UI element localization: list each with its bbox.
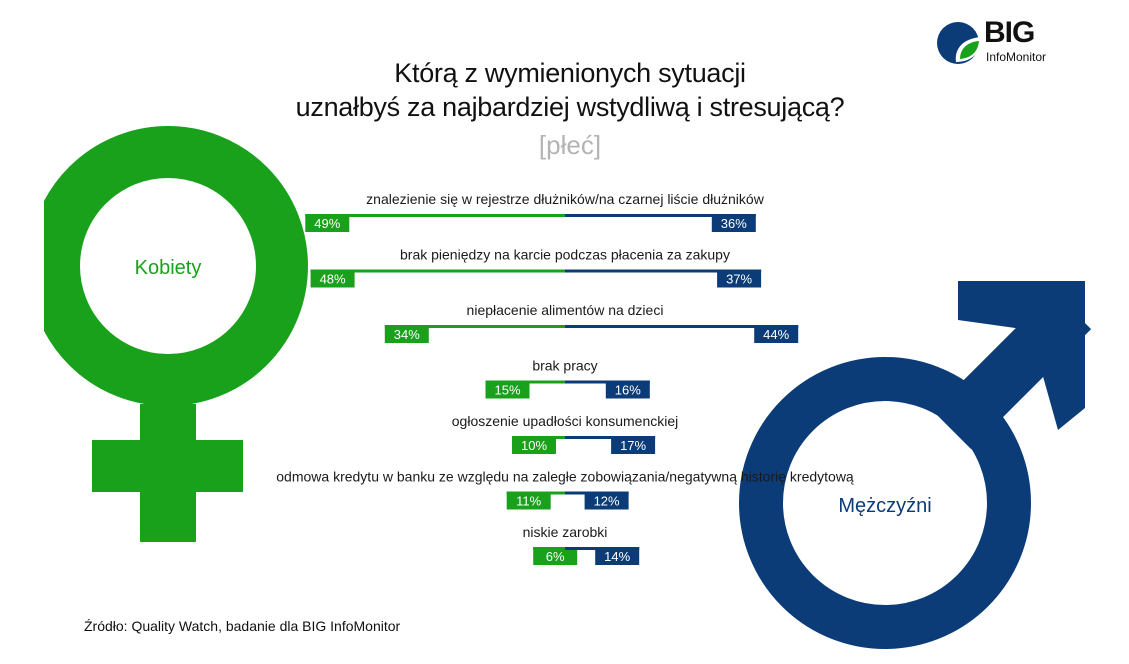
chart-title: Którą z wymienionych sytuacji uznałbyś z… [250,56,890,124]
value-box-male [754,325,799,343]
value-box-male [605,380,650,399]
big-infomonitor-logo: BIG InfoMonitor [936,16,1056,68]
bar-male [565,269,762,273]
bar-male [565,214,756,217]
value-label-female: 11% [516,494,541,509]
value-label-female: 15% [494,383,520,398]
value-box-female [533,547,578,565]
value-label-male: 17% [620,438,646,453]
value-box-female [485,380,530,399]
title-line-2: uznałbyś za najbardziej wstydliwą i stre… [295,92,845,122]
logo-mark-icon [937,22,982,64]
value-box-female [506,491,551,510]
female-symbol-icon [44,126,308,542]
bar-female [384,325,565,328]
category-label: ogłoszenie upadłości konsumenckiej [452,413,678,429]
value-label-male: 12% [594,494,620,509]
category-label: znalezienie się w rejestrze dłużników/na… [366,191,765,207]
value-label-female: 34% [394,327,420,342]
chart-subtitle: [płeć] [538,130,602,160]
value-box-male [717,269,762,288]
value-box-female [305,214,350,232]
value-label-male: 14% [604,549,630,564]
value-box-female [384,325,429,343]
value-box-male [595,547,640,565]
category-label: niepłacenie alimentów na dzieci [467,302,664,318]
category-label: brak pieniędzy na karcie podczas płaceni… [400,247,730,263]
value-label-female: 49% [314,216,340,231]
value-label-male: 16% [615,383,641,398]
value-label-female: 6% [546,549,565,564]
title-line-1: Którą z wymienionych sytuacji [394,58,746,88]
bar-female [305,214,565,217]
value-box-male [584,491,629,510]
male-symbol-icon [739,281,1092,649]
category-label: brak pracy [532,358,597,374]
bar-female [310,269,565,273]
value-box-female [512,436,556,454]
legend-label-mezczyzni: Mężczyźni [838,495,931,517]
value-box-female [310,269,355,288]
value-label-male: 37% [726,272,752,287]
value-label-male: 44% [763,327,789,342]
bar-male [565,325,799,328]
value-label-male: 36% [721,216,747,231]
logo-text-big: BIG [984,16,1035,49]
source-note: Źródło: Quality Watch, badanie dla BIG I… [84,618,401,634]
value-label-female: 48% [320,272,346,287]
value-box-male [711,214,756,232]
category-label: niskie zarobki [523,524,608,540]
bar-male [565,436,656,439]
value-box-male [611,436,656,454]
logo-text-sub: InfoMonitor [986,50,1047,64]
value-label-female: 10% [521,438,547,453]
bars-group: znalezienie się w rejestrze dłużników/na… [276,191,854,565]
legend-label-kobiety: Kobiety [135,257,202,279]
category-label: odmowa kredytu w banku ze względu na zal… [276,469,854,485]
